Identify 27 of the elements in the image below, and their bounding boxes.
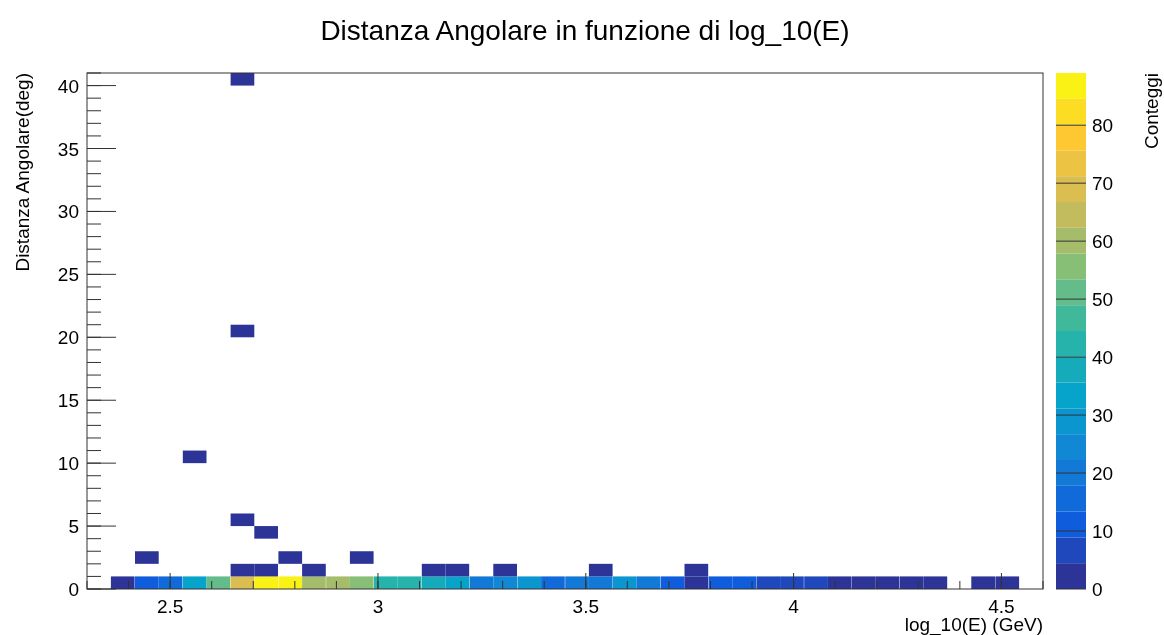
x-tick-label: 3 [372, 596, 384, 617]
y-tick-label: 40 [57, 75, 79, 97]
color-bar-label: 50 [1092, 289, 1114, 311]
color-bar-label: 30 [1092, 405, 1114, 427]
y-tick-label: 30 [57, 201, 79, 223]
y-axis-title: Distanza Angolare(deg) [12, 73, 33, 272]
y-tick-label: 10 [57, 453, 79, 475]
y-tick-label: 20 [57, 327, 79, 349]
color-bar-label: 70 [1092, 173, 1114, 195]
color-bar-label: 60 [1092, 231, 1114, 253]
color-bar-title: Conteggi [1141, 73, 1162, 150]
x-tick-label: 3.5 [572, 596, 599, 617]
y-tick-label: 35 [57, 138, 79, 160]
color-bar-label: 80 [1092, 115, 1114, 137]
color-bar-label: 0 [1092, 579, 1103, 600]
color-bar-label: 40 [1092, 347, 1114, 369]
y-tick-label: 25 [57, 264, 79, 286]
chart-title: Distanza Angolare in funzione di log_10(E) [320, 15, 850, 46]
color-bar-label: 20 [1092, 463, 1114, 485]
y-tick-label: 0 [68, 579, 79, 600]
y-tick-label: 15 [57, 390, 79, 412]
x-tick-label: 4 [788, 596, 800, 617]
color-bar-label: 10 [1092, 521, 1114, 543]
x-tick-label: 2.5 [156, 596, 184, 617]
x-axis-title: log_10(E) (GeV) [904, 614, 1043, 635]
y-tick-label: 5 [68, 516, 79, 538]
x-tick-label: 4.5 [988, 596, 1015, 617]
